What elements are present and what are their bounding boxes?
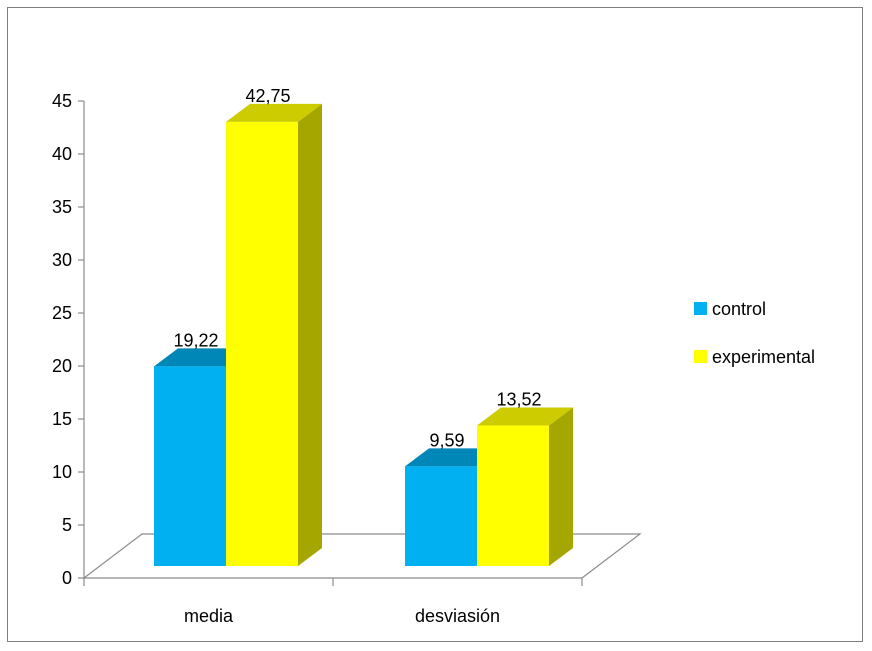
x-tick-label: desviasión: [415, 606, 500, 626]
bar-experimental-desviasión: [477, 425, 549, 566]
bars: [154, 103, 573, 567]
y-axis: 0 5 10 15 20 25 30 35 40 45: [52, 91, 85, 588]
y-tick-label: 5: [62, 515, 72, 535]
y-tick-label: 35: [52, 197, 72, 217]
legend-label-control: control: [712, 299, 766, 319]
y-tick-label: 10: [52, 462, 72, 482]
data-label-experimental-media: 42,75: [245, 86, 290, 106]
legend-swatch-experimental: [694, 350, 707, 363]
legend: control experimental: [694, 299, 815, 367]
bar-experimental-media: [226, 121, 298, 567]
x-axis: media desviasión: [83, 578, 583, 626]
y-tick-label: 40: [52, 144, 72, 164]
data-labels: 19,22 42,75 9,59 13,52: [173, 86, 541, 450]
data-label-control-media: 19,22: [173, 330, 218, 350]
y-tick-label: 0: [62, 568, 72, 588]
chart-floor: [82, 533, 642, 579]
y-tick-label: 20: [52, 356, 72, 376]
data-label-experimental-desviasión: 13,52: [496, 390, 541, 410]
bar-control-media: [154, 366, 226, 566]
y-tick-label: 25: [52, 303, 72, 323]
x-tick-label: media: [184, 606, 234, 626]
bar-top-experimental-media: [226, 103, 322, 122]
y-tick-label: 45: [52, 91, 72, 111]
bar-side-experimental-desviasión: [549, 407, 573, 566]
floor-outline: [82, 533, 642, 579]
bar-side-experimental-media: [298, 103, 322, 567]
bar-top-experimental-desviasión: [477, 407, 573, 426]
y-tick-label: 30: [52, 250, 72, 270]
legend-label-experimental: experimental: [712, 347, 815, 367]
data-label-control-desviasión: 9,59: [429, 430, 464, 450]
y-tick-label: 15: [52, 409, 72, 429]
bar-control-desviasión: [405, 466, 477, 566]
legend-swatch-control: [694, 302, 707, 315]
